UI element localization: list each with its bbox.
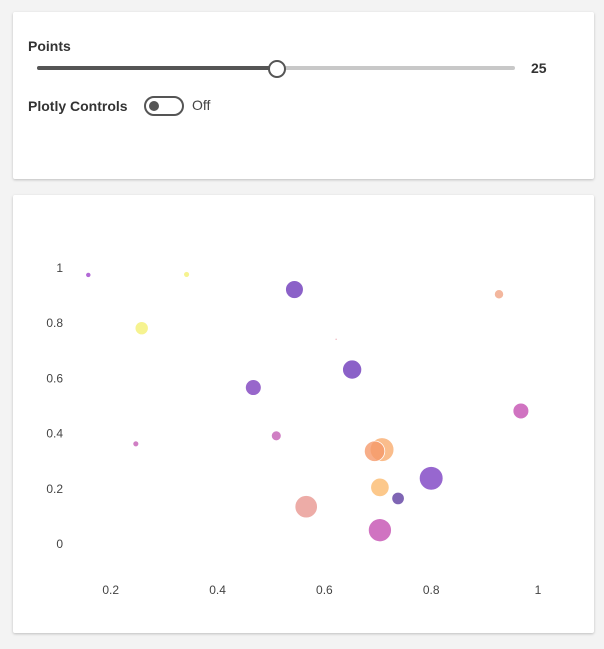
plotly-controls-toggle[interactable]	[144, 96, 184, 116]
scatter-point[interactable]	[334, 337, 338, 341]
points-label: Points	[28, 38, 71, 54]
x-tick-label: 0.8	[423, 583, 440, 597]
scatter-point[interactable]	[418, 466, 444, 491]
scatter-point[interactable]	[245, 379, 262, 396]
points-slider-thumb[interactable]	[268, 60, 286, 78]
scatter-point[interactable]	[85, 271, 92, 278]
y-tick-label: 0.2	[46, 482, 63, 496]
x-tick-label: 0.4	[209, 583, 226, 597]
scatter-point[interactable]	[493, 289, 505, 300]
scatter-point[interactable]	[370, 477, 390, 498]
scatter-point[interactable]	[294, 495, 318, 519]
y-tick-label: 0.6	[46, 371, 63, 385]
scatter-plot[interactable]: 0.2 0.4 0.6 0.8 1 0 0.2 0.4 0.6 0.8 1	[13, 195, 594, 633]
plotly-controls-label: Plotly Controls	[28, 98, 128, 114]
points-slider-fill	[37, 66, 276, 70]
plotly-controls-state: Off	[192, 97, 211, 113]
scatter-point[interactable]	[132, 440, 140, 448]
x-tick-label: 0.6	[316, 583, 333, 597]
scatter-point[interactable]	[270, 430, 282, 442]
scatter-point[interactable]	[342, 359, 363, 380]
scatter-point[interactable]	[363, 440, 386, 462]
y-tick-label: 1	[56, 261, 63, 275]
plot-card: 0.2 0.4 0.6 0.8 1 0 0.2 0.4 0.6 0.8 1	[13, 195, 594, 633]
y-tick-label: 0.4	[46, 427, 63, 441]
controls-card: Points 25 Plotly Controls Off	[13, 12, 594, 179]
x-tick-label: 0.2	[102, 583, 119, 597]
scatter-point[interactable]	[367, 518, 392, 543]
toggle-knob	[149, 101, 159, 111]
points-value: 25	[531, 60, 547, 76]
scatter-point[interactable]	[285, 280, 304, 299]
y-tick-label: 0.8	[46, 316, 63, 330]
scatter-point[interactable]	[183, 271, 190, 278]
scatter-point[interactable]	[134, 321, 149, 336]
y-tick-label: 0	[56, 537, 63, 551]
scatter-point[interactable]	[512, 402, 530, 420]
x-tick-label: 1	[535, 583, 542, 597]
scatter-point[interactable]	[391, 491, 405, 506]
